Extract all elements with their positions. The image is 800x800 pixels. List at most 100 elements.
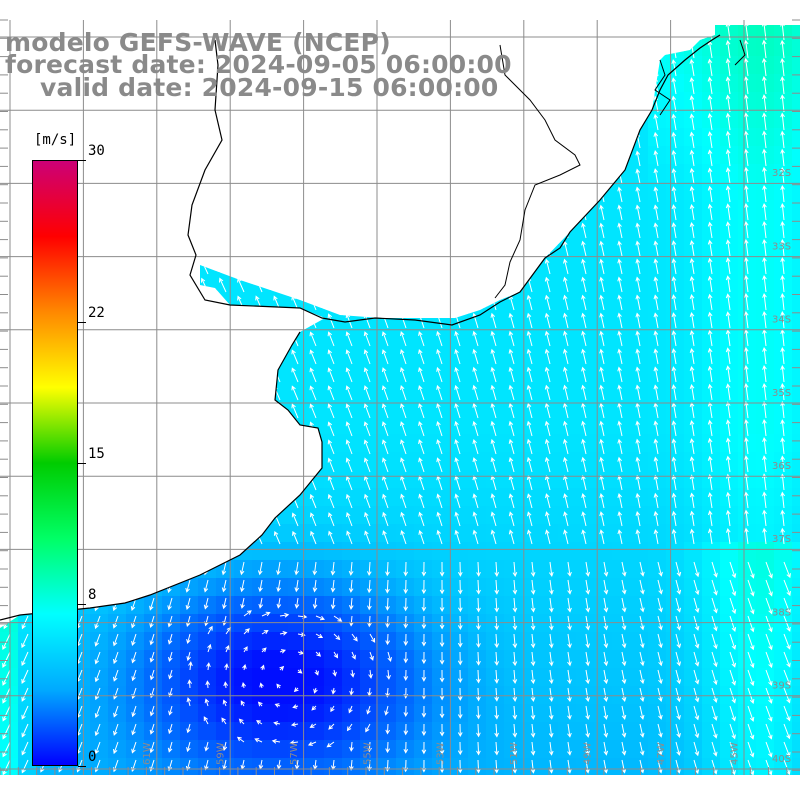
wind-arrow <box>653 510 659 527</box>
wind-arrow <box>548 597 554 613</box>
wind-arrow <box>346 512 353 527</box>
speed-cell <box>378 434 397 453</box>
wind-arrow <box>255 367 263 383</box>
speed-cell <box>450 308 469 327</box>
speed-cell <box>630 74 649 93</box>
speed-cell <box>270 344 289 363</box>
speed-cell <box>414 236 433 255</box>
speed-cell <box>108 218 127 237</box>
speed-cell <box>288 686 307 705</box>
wind-arrow <box>711 669 718 686</box>
speed-cell <box>108 398 127 417</box>
wind-arrow <box>149 669 155 681</box>
speed-cell <box>684 740 703 759</box>
colorbar-tick-label: 0 <box>88 749 97 765</box>
wind-arrow <box>707 383 713 401</box>
wind-arrow <box>707 167 713 185</box>
speed-cell <box>234 344 253 363</box>
wind-arrow <box>131 705 137 718</box>
wind-arrow <box>635 25 641 41</box>
speed-cell <box>108 668 127 687</box>
speed-cell <box>126 362 145 381</box>
wind-arrow <box>330 561 336 576</box>
wind-arrow <box>185 615 191 628</box>
wind-arrow <box>421 597 427 612</box>
wind-arrow <box>508 312 515 329</box>
speed-cell <box>216 344 235 363</box>
speed-cell <box>558 542 577 561</box>
speed-cell <box>198 578 217 597</box>
speed-cell <box>396 488 415 507</box>
speed-cell <box>360 218 379 237</box>
speed-cell <box>180 182 199 201</box>
speed-cell <box>684 704 703 723</box>
latitude-label: 40S <box>772 754 791 765</box>
wind-arrow <box>418 241 425 257</box>
speed-cell <box>702 380 721 399</box>
speed-cell <box>360 146 379 165</box>
speed-cell <box>558 578 577 597</box>
speed-cell <box>126 236 145 255</box>
wind-arrow <box>400 277 407 293</box>
speed-cell <box>738 146 757 165</box>
speed-cell <box>216 632 235 651</box>
speed-cell <box>738 92 757 111</box>
wind-arrow <box>327 367 335 383</box>
wind-arrow <box>635 366 641 383</box>
speed-cell <box>216 272 235 291</box>
wind-arrow <box>164 385 173 401</box>
wind-arrow <box>548 759 554 774</box>
speed-cell <box>738 452 757 471</box>
wind-arrow <box>128 205 137 221</box>
wind-arrow <box>258 597 264 609</box>
wind-arrow <box>204 741 209 752</box>
speed-cell <box>702 182 721 201</box>
wind-arrow <box>783 651 791 668</box>
speed-cell <box>630 506 649 525</box>
wind-arrow <box>20 242 29 257</box>
speed-cell <box>720 542 739 561</box>
speed-cell <box>468 128 487 147</box>
speed-cell <box>468 578 487 597</box>
speed-cell <box>594 380 613 399</box>
wind-arrow <box>92 206 101 221</box>
speed-cell <box>108 632 127 651</box>
speed-cell <box>648 308 667 327</box>
wind-arrow <box>621 597 627 613</box>
speed-cell <box>648 452 667 471</box>
speed-cell <box>648 560 667 579</box>
wind-arrow <box>146 331 155 347</box>
speed-cell <box>108 686 127 705</box>
speed-cell <box>432 290 451 309</box>
speed-cell <box>522 434 541 453</box>
wind-arrow <box>92 242 101 257</box>
wind-arrow <box>780 347 785 365</box>
wind-arrow <box>366 705 371 715</box>
wind-arrow <box>273 187 281 203</box>
speed-cell <box>522 25 541 39</box>
wind-arrow <box>110 367 119 383</box>
speed-cell <box>414 182 433 201</box>
wind-arrow <box>472 511 479 527</box>
wind-arrow <box>146 115 155 131</box>
wind-arrow <box>201 385 209 401</box>
speed-cell <box>90 632 109 651</box>
speed-cell <box>0 128 19 147</box>
speed-cell <box>468 740 487 759</box>
speed-cell <box>738 344 757 363</box>
speed-cell <box>612 470 631 489</box>
wind-arrow <box>291 475 299 491</box>
wind-arrow <box>20 260 29 275</box>
wind-arrow <box>20 494 29 509</box>
speed-cell <box>432 722 451 741</box>
speed-cell <box>162 398 181 417</box>
wind-arrow <box>349 615 354 627</box>
speed-cell <box>540 25 559 39</box>
wind-arrow <box>439 687 445 701</box>
speed-cell <box>504 380 523 399</box>
wind-arrow <box>310 530 317 545</box>
speed-cell <box>126 434 145 453</box>
speed-cell <box>342 308 361 327</box>
wind-arrow <box>725 455 731 473</box>
wind-arrow <box>20 422 29 437</box>
